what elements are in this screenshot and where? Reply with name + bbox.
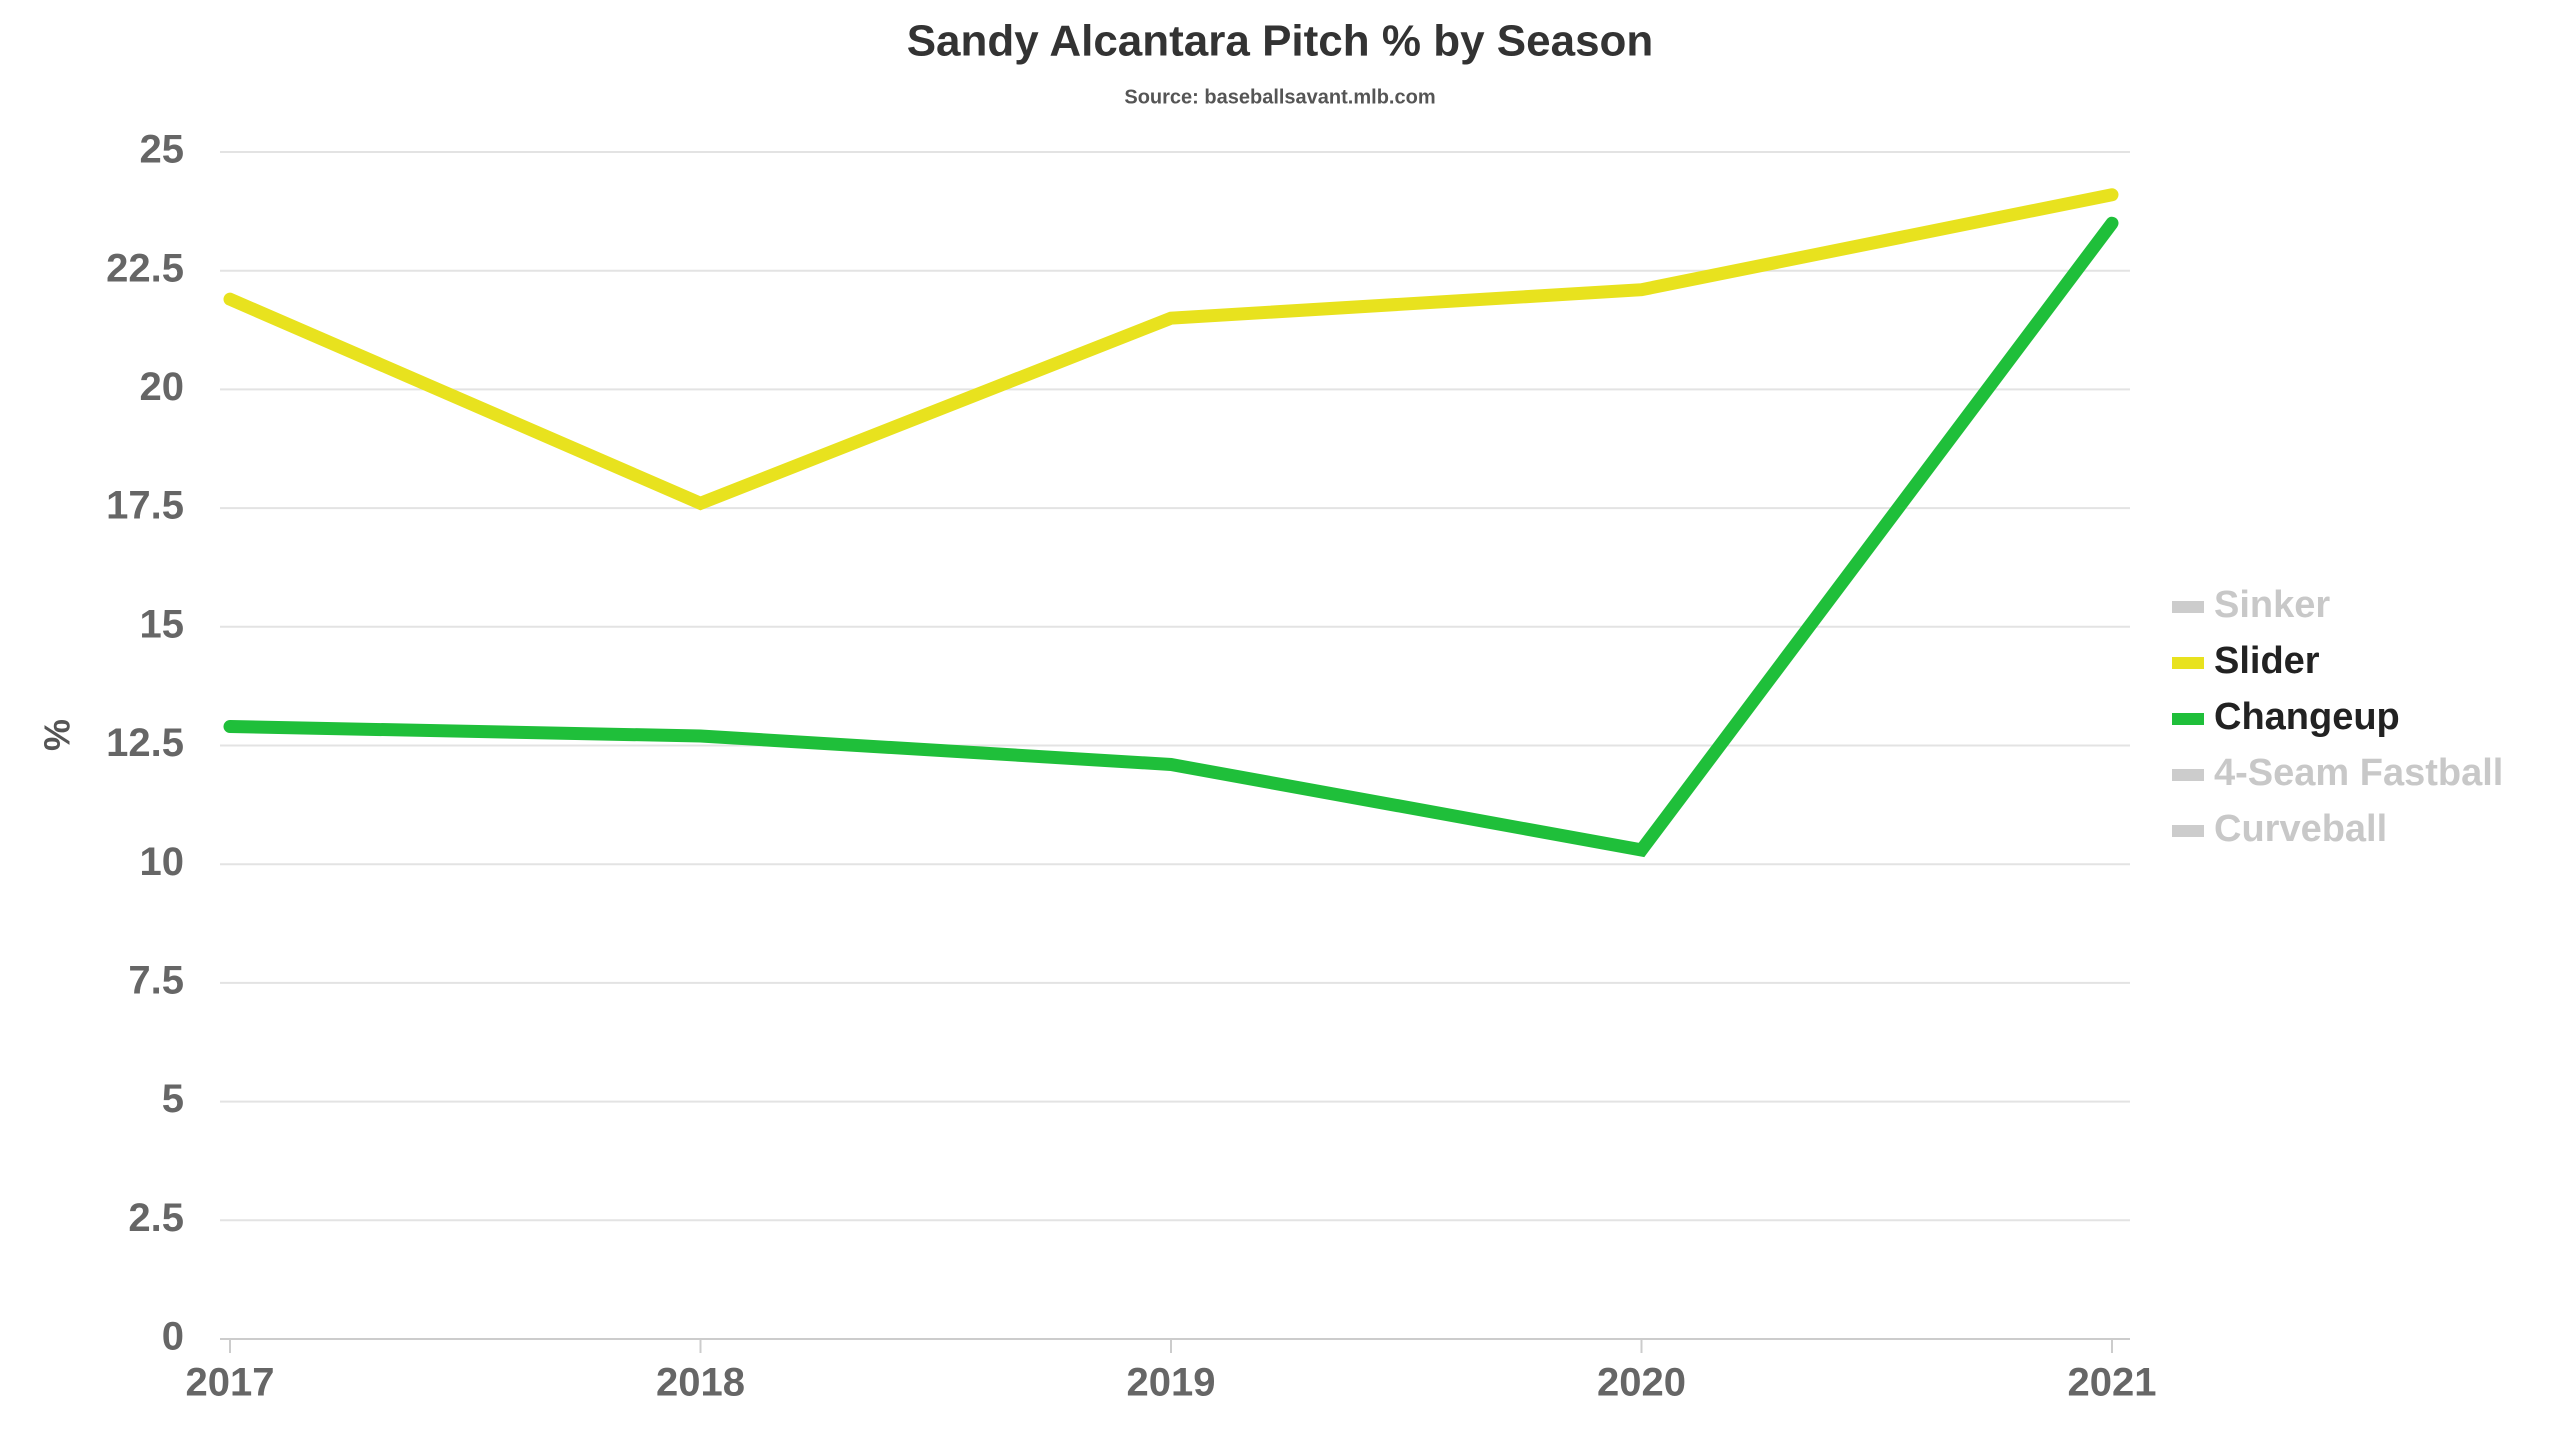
legend-label: Curveball	[2214, 808, 2387, 850]
y-tick-label: 0	[162, 1315, 184, 1359]
y-tick-label: 12.5	[106, 721, 184, 765]
legend-label: Sinker	[2214, 584, 2330, 626]
legend-label: Slider	[2214, 640, 2320, 682]
legend-swatch	[2172, 769, 2204, 781]
y-tick-label: 15	[140, 602, 185, 646]
x-tick-label: 2018	[656, 1361, 745, 1405]
x-tick-label: 2017	[186, 1361, 275, 1405]
legend-label: Changeup	[2214, 696, 2400, 738]
y-tick-label: 20	[140, 365, 185, 409]
y-tick-label: 17.5	[106, 484, 184, 528]
x-tick-label: 2021	[2068, 1361, 2157, 1405]
y-tick-label: 5	[162, 1077, 184, 1121]
line-series	[223, 216, 2119, 858]
legend-swatch	[2172, 825, 2204, 837]
legend-swatch	[2172, 713, 2204, 725]
x-tick-label: 2020	[1597, 1361, 1686, 1405]
y-tick-label: 10	[140, 840, 185, 884]
legend-swatch	[2172, 601, 2204, 613]
chart-subtitle: Source: baseballsavant.mlb.com	[1124, 86, 1435, 108]
legend-label: 4-Seam Fastball	[2214, 752, 2503, 794]
y-tick-label: 7.5	[128, 958, 184, 1002]
legend-swatch	[2172, 657, 2204, 669]
x-tick-label: 2019	[1127, 1361, 1216, 1405]
chart-title: Sandy Alcantara Pitch % by Season	[907, 17, 1654, 66]
y-tick-label: 25	[140, 128, 185, 172]
y-tick-label: 22.5	[106, 246, 184, 290]
y-axis-label: %	[37, 719, 78, 751]
line-series	[223, 188, 2119, 511]
y-tick-label: 2.5	[128, 1196, 184, 1240]
